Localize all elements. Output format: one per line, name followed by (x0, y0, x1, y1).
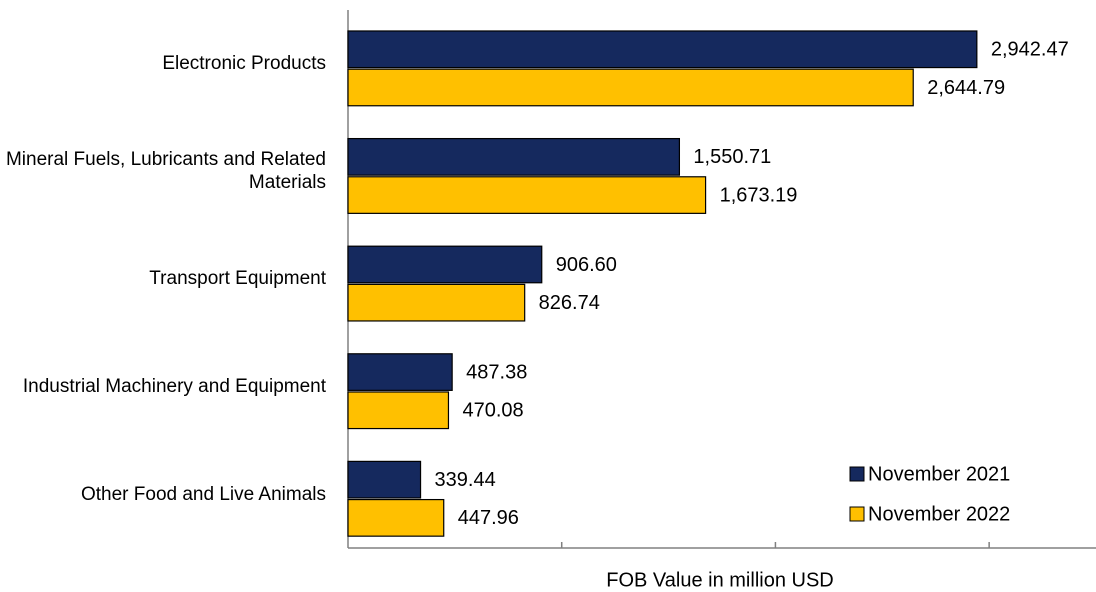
bar (347, 245, 543, 284)
bar (347, 176, 707, 214)
bar (347, 68, 914, 107)
value-label: 1,550.71 (693, 146, 771, 168)
value-label: 487.38 (466, 361, 527, 383)
value-label: 1,673.19 (720, 184, 798, 206)
bar (347, 498, 445, 537)
bar (347, 283, 526, 322)
bar (347, 137, 681, 176)
y-tick-label: Other Food and Live Animals (80, 483, 326, 505)
bar (347, 353, 453, 391)
y-tick-label: Electronic Products (162, 53, 326, 75)
legend-swatch (849, 506, 865, 522)
value-label: 447.96 (458, 507, 519, 529)
x-axis-title: FOB Value in million USD (606, 569, 833, 591)
value-label: 470.08 (462, 400, 523, 422)
value-label: 826.74 (539, 292, 600, 314)
value-label: 906.60 (556, 254, 617, 276)
legend-label: November 2021 (868, 463, 1010, 485)
legend-swatch (849, 466, 865, 482)
value-label: 339.44 (435, 469, 496, 491)
bar (347, 30, 978, 69)
y-tick-label: Mineral Fuels, Lubricants and Related Ma… (5, 149, 326, 194)
legend-label: November 2022 (868, 503, 1010, 525)
bar (347, 391, 450, 430)
value-label: 2,644.79 (927, 77, 1005, 99)
bar (347, 460, 422, 499)
y-tick-label: Transport Equipment (149, 268, 326, 290)
y-tick-label: Industrial Machinery and Equipment (22, 376, 326, 398)
value-label: 2,942.47 (991, 39, 1069, 61)
